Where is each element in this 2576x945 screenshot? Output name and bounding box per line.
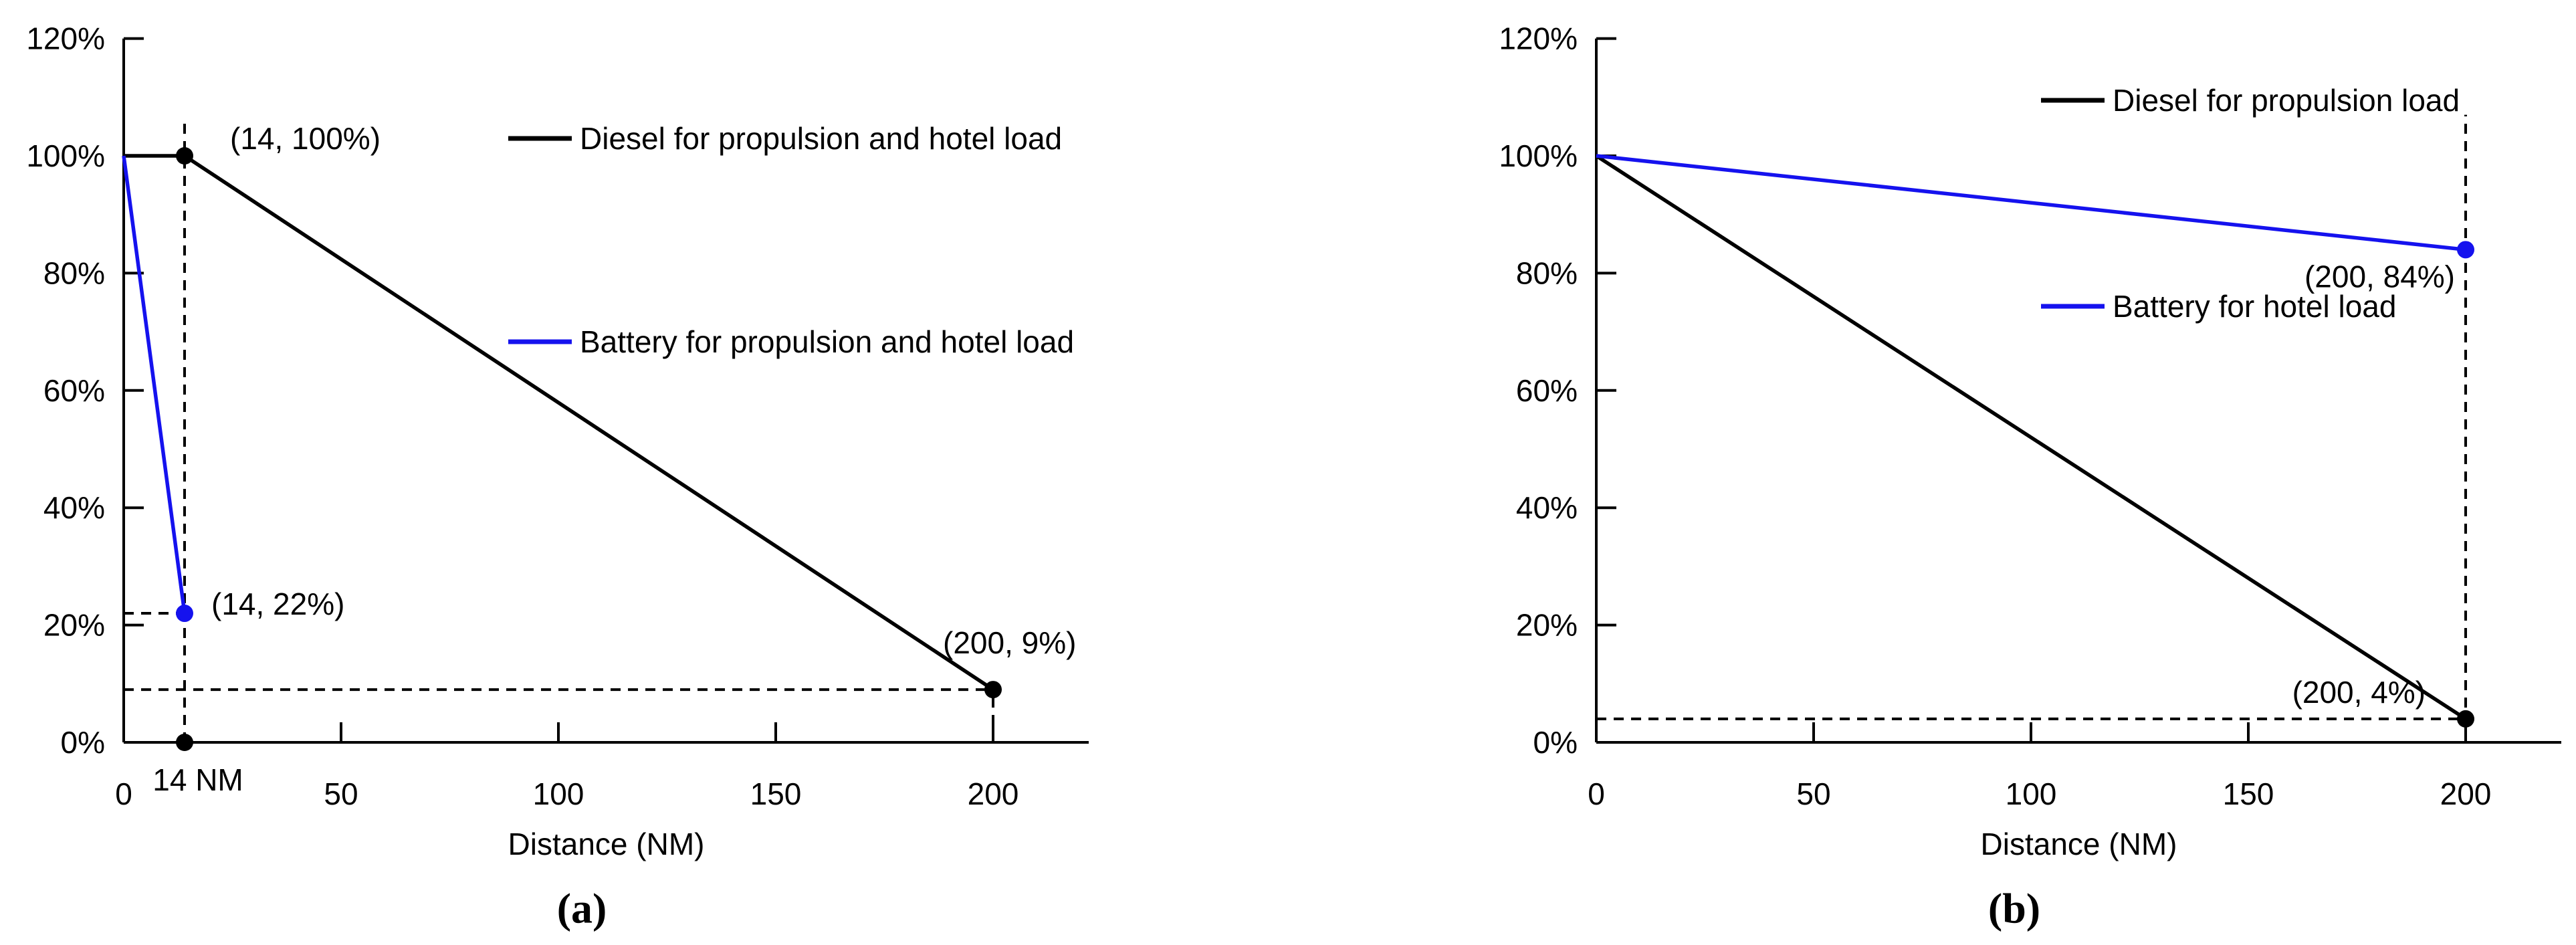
y-tick-label: 20% — [43, 608, 105, 643]
y-tick-label: 40% — [43, 490, 105, 525]
legend-label: Battery for hotel load — [2113, 289, 2396, 324]
point-annotation: (200, 4%) — [2292, 675, 2426, 710]
y-tick-label: 100% — [26, 138, 105, 173]
x-tick-label: 100 — [2006, 776, 2057, 811]
legend-label: Diesel for propulsion load — [2113, 83, 2460, 118]
x-tick-label: 50 — [1796, 776, 1830, 811]
data-point-marker — [176, 734, 193, 751]
y-tick-label: 80% — [1516, 255, 1578, 290]
series-line-battery — [122, 155, 187, 614]
point-annotation: (14, 22%) — [211, 587, 344, 621]
x-tick-label: 200 — [2440, 776, 2492, 811]
data-point-marker — [2457, 241, 2474, 259]
panel-caption: (a) — [557, 885, 607, 932]
y-tick-label: 120% — [1499, 21, 1578, 56]
legend-label: Diesel for propulsion and hotel load — [580, 121, 1062, 156]
x-tick-label: 0 — [1588, 776, 1605, 811]
data-point-marker — [2457, 710, 2474, 728]
x-tick-label: 100 — [533, 776, 584, 811]
point-annotation: (200, 84%) — [2304, 259, 2455, 294]
data-point-marker — [984, 681, 1002, 699]
data-point-marker — [176, 147, 193, 165]
x-axis-title: Distance (NM) — [508, 827, 705, 861]
x-tick-label: 50 — [324, 776, 358, 811]
x-axis-title: Distance (NM) — [1981, 827, 2177, 861]
chart-panel-b: 0% 20% 40% 60% 80% 100% 120% 0 50 100 150 200 (200, … — [1499, 21, 2561, 932]
chart-panel-a: 0% 20% 40% 60% 80% 100% 120% 0 50 100 150 200 (14, 1… — [26, 21, 1089, 932]
data-point-marker — [176, 605, 193, 623]
y-tick-label: 40% — [1516, 490, 1578, 525]
series-line-battery — [1596, 154, 2466, 252]
point-annotation: (200, 9%) — [943, 625, 1076, 660]
x-tick-label: 200 — [968, 776, 1019, 811]
series-line-diesel — [1595, 154, 2467, 721]
point-annotation: (14, 100%) — [230, 121, 381, 156]
y-tick-label: 100% — [1499, 138, 1578, 173]
y-tick-label: 20% — [1516, 608, 1578, 643]
y-tick-label: 60% — [43, 373, 105, 408]
y-tick-label: 80% — [43, 255, 105, 290]
point-annotation: 14 NM — [152, 762, 243, 797]
y-tick-label: 120% — [26, 21, 105, 56]
x-tick-label: 150 — [2223, 776, 2274, 811]
legend-label: Battery for propulsion and hotel load — [580, 324, 1074, 359]
y-tick-label: 0% — [61, 725, 105, 760]
x-tick-label: 150 — [750, 776, 802, 811]
y-tick-label: 0% — [1533, 725, 1578, 760]
y-tick-label: 60% — [1516, 373, 1578, 408]
x-tick-label: 0 — [115, 776, 132, 811]
panel-caption: (b) — [1988, 885, 2040, 932]
